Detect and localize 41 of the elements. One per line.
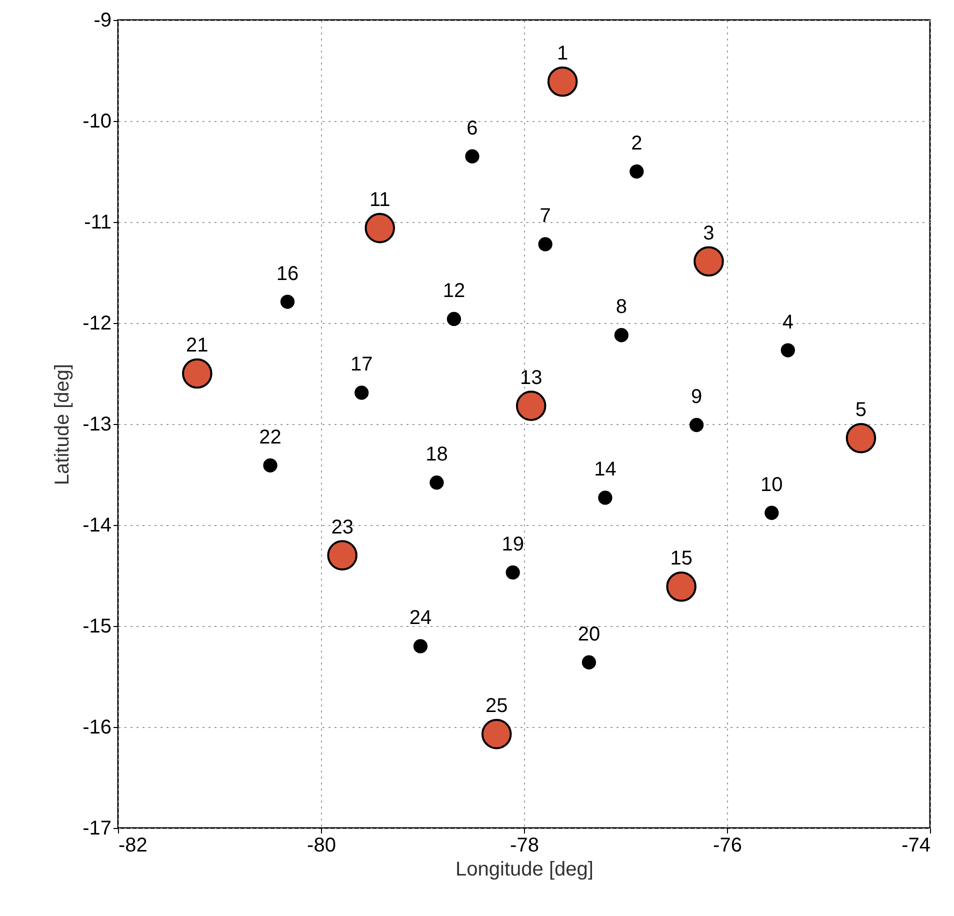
- annotation: 22: [259, 426, 282, 448]
- annotation: 20: [578, 623, 600, 646]
- y-tick-label: -10: [82, 110, 112, 132]
- x-tick-label: -74: [902, 834, 930, 856]
- annotation: 23: [331, 516, 354, 538]
- y-axis-title: Latitude [deg]: [52, 364, 74, 486]
- annotation: 2: [631, 132, 642, 154]
- annotation: 3: [703, 222, 714, 244]
- annotation: 25: [485, 695, 508, 718]
- y-tick-label: -12: [82, 312, 112, 334]
- annotation: 14: [594, 458, 616, 481]
- annotation: 15: [670, 548, 692, 570]
- annotation: 10: [760, 474, 783, 496]
- x-tick-label: -78: [510, 834, 539, 856]
- y-tick-label: -13: [82, 414, 112, 436]
- y-tick-label: -11: [84, 212, 112, 234]
- y-tick-label: -17: [82, 818, 112, 840]
- y-tick-label: -14: [82, 514, 112, 536]
- annotation: 7: [540, 205, 551, 228]
- annotation: 6: [466, 117, 478, 140]
- annotation: 16: [276, 262, 299, 285]
- x-tick-label: -80: [307, 834, 336, 856]
- annotation: 18: [426, 444, 448, 466]
- annotation: 9: [690, 386, 702, 408]
- annotation: 12: [442, 280, 466, 302]
- x-tick-label: -76: [713, 834, 742, 856]
- annotation: 24: [409, 607, 432, 630]
- annotation: 19: [502, 533, 524, 556]
- annotation: 5: [855, 399, 867, 422]
- annotation: 1: [557, 42, 568, 65]
- y-tick-label: -9: [94, 10, 112, 32]
- annotation: 4: [782, 311, 794, 334]
- x-axis-title: Longitude [deg]: [456, 858, 594, 880]
- annotation: 8: [616, 296, 628, 318]
- y-tick-label: -16: [82, 716, 112, 738]
- annotation: 21: [186, 334, 208, 356]
- annotation: 11: [369, 189, 390, 212]
- x-tick-label: -82: [118, 834, 148, 856]
- annotation: 13: [520, 366, 542, 389]
- y-tick-label: -15: [82, 616, 112, 638]
- annotation: 17: [350, 354, 373, 376]
